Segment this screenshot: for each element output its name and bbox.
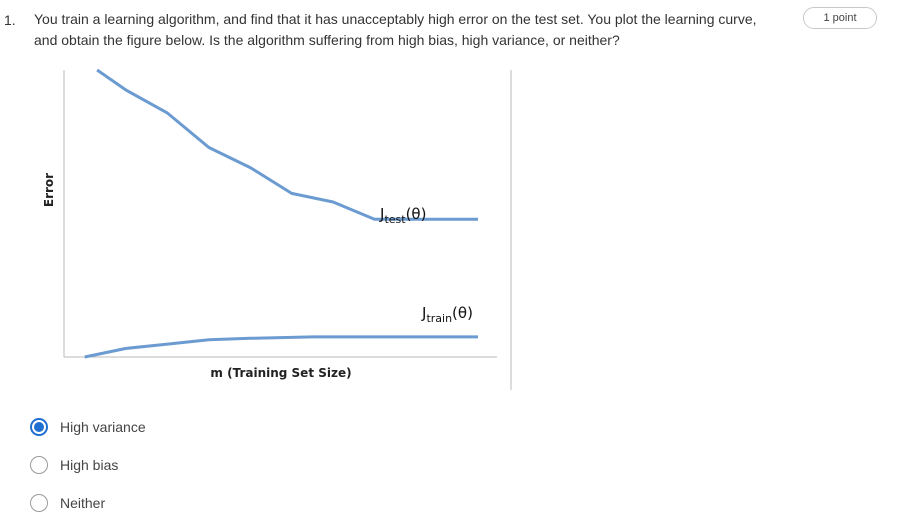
option-high-bias[interactable]: High bias bbox=[30, 446, 146, 484]
option-high-variance[interactable]: High variance bbox=[30, 408, 146, 446]
series-label-test-sub: test bbox=[384, 213, 406, 226]
option-label: Neither bbox=[60, 495, 106, 511]
series-label-train-main: J bbox=[421, 304, 426, 322]
series-label-test-tail: (θ) bbox=[406, 205, 427, 223]
question-number: 1. bbox=[4, 12, 16, 28]
radio-high-variance[interactable] bbox=[30, 418, 48, 436]
option-label: High bias bbox=[60, 457, 119, 473]
option-label: High variance bbox=[60, 419, 146, 435]
option-neither[interactable]: Neither bbox=[30, 484, 146, 522]
series-label-train-tail: (θ) bbox=[452, 304, 473, 322]
radio-neither[interactable] bbox=[30, 494, 48, 512]
radio-high-bias[interactable] bbox=[30, 456, 48, 474]
series-label-train: Jtrain(θ) bbox=[421, 304, 473, 325]
series-line-train bbox=[84, 335, 478, 359]
x-axis-label: m (Training Set Size) bbox=[210, 366, 351, 380]
question-text: You train a learning algorithm, and find… bbox=[34, 11, 757, 48]
series-label-train-sub: train bbox=[426, 312, 452, 325]
y-axis-label: Error bbox=[42, 173, 56, 207]
series-label-test-main: J bbox=[379, 205, 384, 223]
answer-options: High variance High bias Neither bbox=[30, 408, 146, 522]
series-label-test: Jtest(θ) bbox=[379, 205, 426, 226]
series-line-test bbox=[96, 68, 478, 221]
points-badge: 1 point bbox=[803, 7, 877, 29]
